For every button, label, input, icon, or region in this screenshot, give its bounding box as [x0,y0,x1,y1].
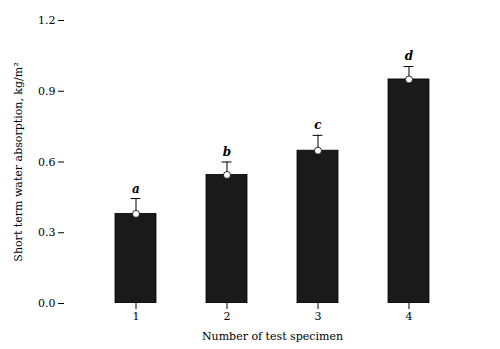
svg-text:c: c [314,118,322,132]
svg-text:Number of test specimen: Number of test specimen [202,330,343,343]
svg-text:d: d [405,49,414,63]
svg-text:0.3: 0.3 [38,226,56,239]
svg-text:1.2: 1.2 [38,14,56,27]
svg-text:0.0: 0.0 [38,297,56,310]
svg-text:0.6: 0.6 [38,156,56,169]
svg-text:1: 1 [133,310,140,323]
svg-text:0.9: 0.9 [38,85,56,98]
svg-text:3: 3 [315,310,322,323]
svg-text:a: a [132,182,140,196]
svg-text:4: 4 [406,310,413,323]
svg-text:b: b [223,145,231,159]
svg-text:2: 2 [224,310,231,323]
svg-text:Short term water absorption, k: Short term water absorption, kg/m² [12,62,25,261]
